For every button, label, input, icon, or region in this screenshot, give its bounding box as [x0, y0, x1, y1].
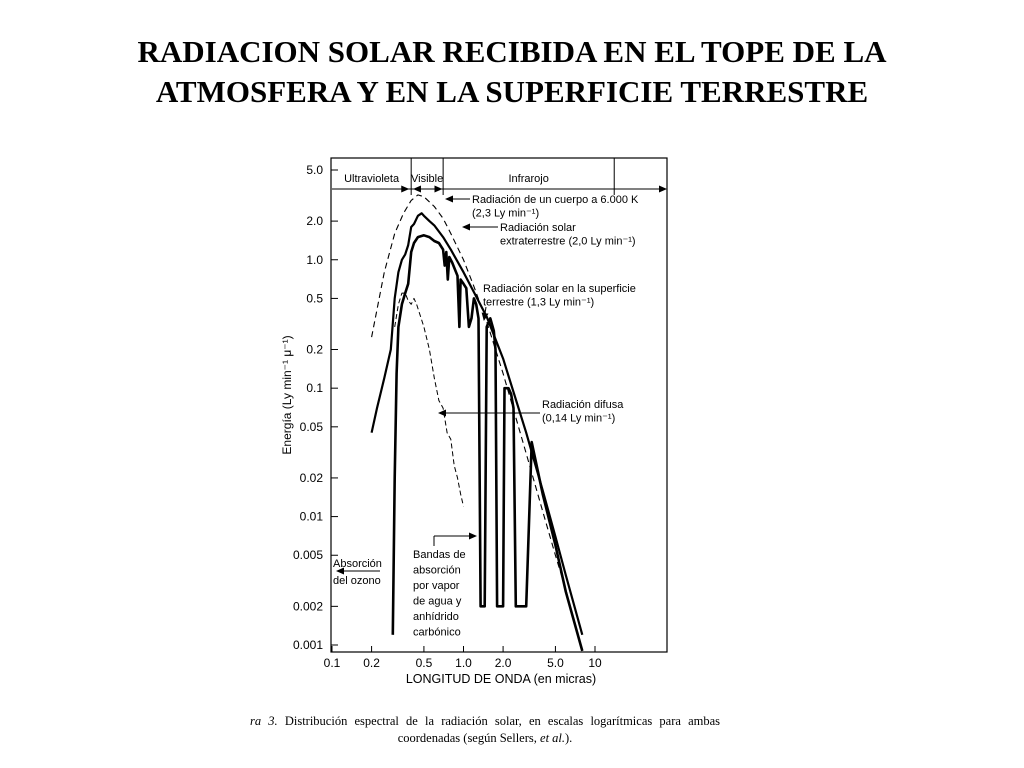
y-tick-label-0: 5.0: [306, 163, 323, 177]
series-label-2: Radiación solar en la superficie terrestr…: [483, 283, 636, 309]
x-tick-label-1: 0.2: [363, 656, 380, 670]
x-tick-label-0: 0.1: [324, 656, 341, 670]
y-tick-label-7: 0.02: [300, 471, 324, 485]
slide-title: RADIACION SOLAR RECIBIDA EN EL TOPE DE L…: [0, 32, 1024, 112]
y-tick-label-4: 0.2: [306, 343, 323, 357]
x-tick-label-4: 2.0: [495, 656, 512, 670]
caption-prefix: ra 3.: [250, 714, 278, 728]
plot-frame: [330, 157, 668, 653]
caption-italic: et al.: [540, 731, 566, 745]
y-axis-label: Energía (Ly min⁻¹ μ⁻¹): [280, 335, 294, 454]
series-label-arrow-2: [481, 306, 489, 321]
x-tick-label-5: 5.0: [547, 656, 564, 670]
slide-title-line-2: ATMOSFERA Y EN LA SUPERFICIE TERRESTRE: [155, 74, 869, 109]
caption-text: Distribución espectral de la radiación s…: [284, 714, 721, 745]
series-line-3: [394, 292, 464, 507]
y-tick-label-3: 0.5: [306, 291, 323, 305]
annotation-ozone: Absorción del ozono: [333, 558, 382, 587]
slide-title-line-1: RADIACION SOLAR RECIBIDA EN EL TOPE DE L…: [137, 34, 887, 69]
series-line-1: [370, 212, 584, 636]
series-label-1: Radiación solar extraterrestre (2,0 Ly mi…: [500, 222, 636, 248]
figure-caption: ra 3. Distribución espectral de la radia…: [250, 713, 720, 747]
series-line-0: [371, 194, 583, 652]
series-label-3: Radiación difusa (0,14 Ly min⁻¹): [542, 399, 624, 425]
y-tick-label-9: 0.005: [293, 548, 323, 562]
y-tick-label-8: 0.01: [300, 510, 324, 524]
region-label-1: Visible: [411, 173, 443, 185]
y-tick-label-6: 0.05: [300, 420, 324, 434]
y-tick-label-1: 2.0: [306, 214, 323, 228]
series-label-0: Radiación de un cuerpo a 6.000 K (2,3 Ly …: [472, 194, 639, 220]
y-tick-label-2: 1.0: [306, 253, 323, 267]
caption-end: ).: [565, 731, 573, 745]
y-tick-label-10: 0.002: [293, 599, 323, 613]
region-label-2: Infrarojo: [508, 173, 548, 185]
x-tick-label-3: 1.0: [455, 656, 472, 670]
x-tick-label-2: 0.5: [416, 656, 433, 670]
y-tick-label-5: 0.1: [306, 381, 323, 395]
region-label-0: Ultravioleta: [344, 173, 400, 185]
x-tick-label-6: 10: [588, 656, 602, 670]
x-axis-label: LONGITUD DE ONDA (en micras): [406, 672, 596, 686]
series-line-2: [391, 234, 584, 652]
y-tick-label-11: 0.001: [293, 638, 323, 652]
annotation-absorption-bands: Bandas de absorción por vapor de agua y anhí…: [413, 549, 466, 639]
